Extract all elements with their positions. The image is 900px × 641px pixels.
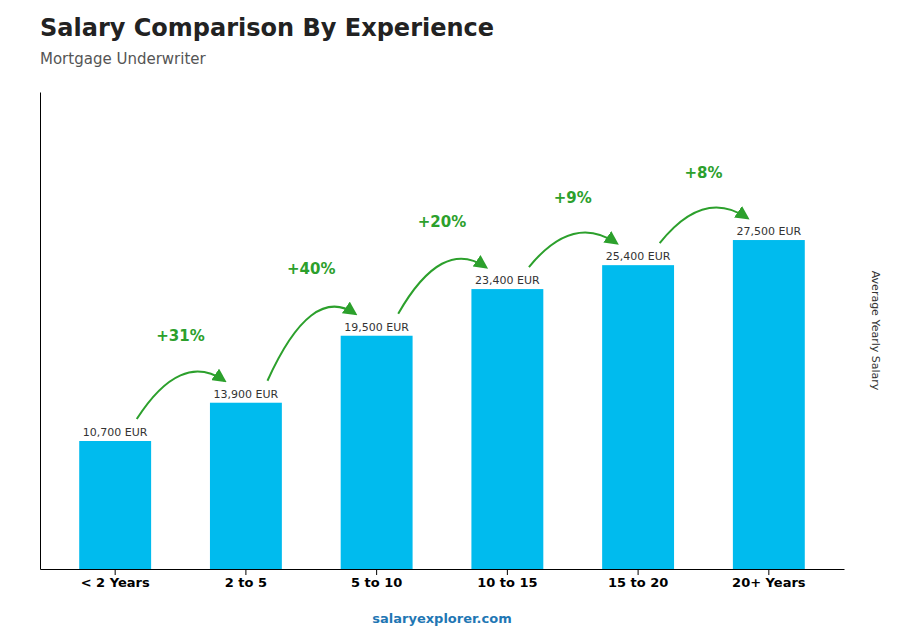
annotation: +31%: [156, 327, 204, 345]
bar: [602, 265, 674, 569]
data-label: 23,400 EUR: [475, 274, 540, 287]
x-axis: < 2 Years 2 to 5 5 to 10 10 to 15 15 to 20 20…: [41, 569, 845, 590]
bar: [733, 240, 805, 569]
bars: [79, 240, 805, 569]
x-tick-mark: [376, 569, 377, 575]
x-tick-mark: [115, 569, 116, 575]
x-tick: 5 to 10: [351, 569, 402, 590]
y-axis-line: [40, 93, 41, 570]
x-tick-mark: [507, 569, 508, 575]
x-tick-mark: [638, 569, 639, 575]
subtitle: Mortgage Underwriter: [40, 50, 207, 68]
arrow: [267, 307, 355, 381]
x-tick-label: 10 to 15: [477, 575, 537, 590]
x-tick: 10 to 15: [477, 569, 537, 590]
arrow: [529, 232, 617, 267]
x-tick-mark: [768, 569, 769, 575]
x-tick: 2 to 5: [225, 569, 267, 590]
x-tick-label: 20+ Years: [732, 575, 806, 590]
bar: [341, 336, 413, 569]
chart: Salary Comparison By Experience Mortgage …: [0, 0, 900, 641]
annotation: +40%: [287, 260, 335, 278]
x-tick-mark: [245, 569, 246, 575]
y-axis-title: Average Yearly Salary: [869, 271, 882, 391]
arrow: [660, 207, 748, 243]
data-label: 13,900 EUR: [214, 388, 279, 401]
x-tick: 15 to 20: [608, 569, 668, 590]
bar: [210, 403, 282, 569]
x-axis-line: [41, 569, 845, 570]
data-label: 10,700 EUR: [83, 426, 148, 439]
arrow: [398, 259, 486, 314]
x-tick: < 2 Years: [81, 569, 150, 590]
data-label: 19,500 EUR: [344, 321, 409, 334]
title: Salary Comparison By Experience: [40, 14, 494, 42]
x-tick-label: 2 to 5: [225, 575, 267, 590]
annotation: +20%: [418, 213, 466, 231]
watermark: salaryexplorer.com: [372, 611, 511, 626]
arrow: [137, 372, 225, 419]
x-tick-label: 15 to 20: [608, 575, 668, 590]
x-tick-label: 5 to 10: [351, 575, 402, 590]
bar: [79, 441, 151, 569]
data-label: 27,500 EUR: [737, 225, 802, 238]
plot: < 2 Years 2 to 5 5 to 10 10 to 15 15 to 20 20…: [41, 93, 845, 591]
annotation: +8%: [684, 164, 722, 182]
annotation: +9%: [554, 189, 592, 207]
bar: [471, 289, 543, 569]
x-tick: 20+ Years: [732, 569, 806, 590]
x-tick-label: < 2 Years: [81, 575, 150, 590]
data-label: 25,400 EUR: [606, 250, 671, 263]
y-axis: [40, 93, 41, 570]
